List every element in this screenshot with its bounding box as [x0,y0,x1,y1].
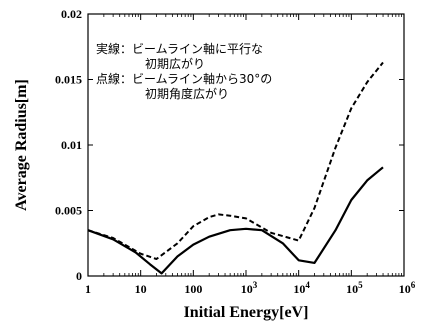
x-tick-label: 10 [135,282,147,296]
annotation-block: 実線：ビームライン軸に平行な 初期広がり 点線：ビームライン軸から30°の 初期… [96,41,272,101]
x-tick-label: 103 [241,280,258,296]
series-group [87,61,384,275]
x-tick-label: 104 [293,280,310,296]
x-tick-label: 105 [346,280,363,296]
y-tick-label: 0.01 [61,138,82,152]
series-line-solid [87,166,384,275]
x-tick-label: 106 [399,280,416,296]
annotation-line-1: 実線：ビームライン軸に平行な [96,41,263,56]
annotation-line-2: 初期広がり [145,56,205,71]
x-axis-ticks: 1 10 100 103 104 105 106 [85,14,416,296]
annotation-line-4: 初期角度広がり [145,86,229,101]
plot-area: 0 0.005 0.01 0.015 0.02 1 10 100 103 104 105 106 [55,7,416,296]
x-tick-label: 100 [184,282,202,296]
y-axis-ticks: 0 0.005 0.01 0.015 0.02 [55,7,404,283]
annotation-line-3: 点線：ビームライン軸から30°の [96,71,272,86]
y-tick-label: 0.02 [61,7,82,21]
y-axis-label: Average Radius[m] [13,79,30,211]
x-tick-label: 1 [85,282,91,296]
x-axis-label: Initial Energy[eV] [184,304,309,321]
series-line-dashed [87,61,384,260]
y-tick-label: 0 [76,269,82,283]
y-tick-label: 0.005 [55,204,82,218]
y-tick-label: 0.015 [55,73,82,87]
